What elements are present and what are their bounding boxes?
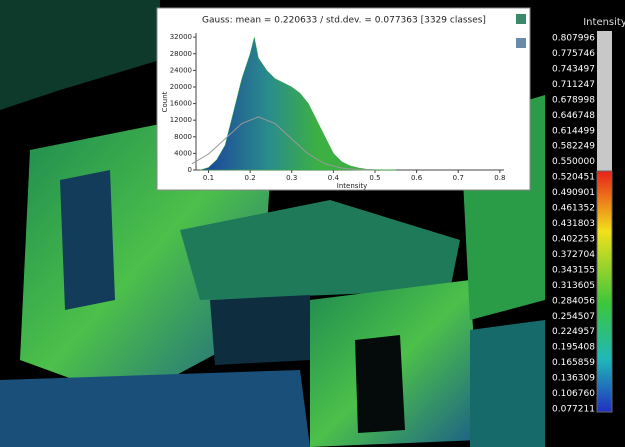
y-tick-label: 16000 — [170, 100, 192, 108]
x-tick-label: 0.5 — [369, 174, 380, 182]
x-tick-label: 0.4 — [328, 174, 340, 182]
x-tick-label: 0.7 — [453, 174, 464, 182]
scale-label: 0.077211 — [552, 405, 595, 415]
scale-label: 0.743497 — [552, 64, 595, 74]
x-tick-label: 0.8 — [494, 174, 505, 182]
settings-icon[interactable] — [516, 38, 526, 48]
scale-out-of-range — [597, 31, 612, 171]
scale-label: 0.431803 — [552, 219, 595, 229]
y-tick-label: 24000 — [170, 66, 192, 74]
scale-label: 0.106760 — [552, 389, 595, 399]
scale-label: 0.614499 — [552, 126, 595, 136]
chart-title: Gauss: mean = 0.220633 / std.dev. = 0.07… — [202, 16, 486, 26]
scale-label: 0.807996 — [552, 34, 595, 44]
export-icon[interactable] — [516, 14, 526, 24]
scale-label: 0.284056 — [552, 296, 595, 306]
scale-label: 0.372704 — [552, 250, 595, 260]
scale-label: 0.254507 — [552, 312, 595, 322]
x-tick-label: 0.6 — [411, 174, 423, 182]
scale-label: 0.136309 — [552, 374, 595, 384]
scale-label: 0.711247 — [552, 80, 595, 90]
scale-label: 0.165859 — [552, 358, 595, 368]
scale-label: 0.550000 — [552, 157, 595, 167]
scale-label: 0.490901 — [552, 188, 595, 198]
y-tick-label: 4000 — [174, 149, 192, 157]
scale-label: 0.520451 — [552, 173, 595, 183]
y-tick-label: 20000 — [170, 83, 192, 91]
scale-label: 0.343155 — [552, 265, 595, 275]
scale-label: 0.646748 — [552, 111, 595, 121]
scale-label: 0.678998 — [552, 95, 595, 105]
scale-label: 0.461352 — [552, 204, 595, 214]
viewport: Intensity Gauss: mean = 0.220633 / std.d… — [0, 0, 625, 447]
scale-label: 0.402253 — [552, 234, 595, 244]
y-tick-label: 0 — [188, 166, 192, 174]
page: Intensity Gauss: mean = 0.220633 / std.d… — [0, 0, 625, 447]
x-tick-label: 0.3 — [286, 174, 297, 182]
scale-label: 0.224957 — [552, 327, 595, 337]
scale-title: Intensity — [583, 17, 625, 28]
x-axis-label: Intensity — [337, 182, 367, 190]
y-tick-label: 8000 — [174, 133, 192, 141]
y-tick-label: 28000 — [170, 50, 192, 58]
scale-label: 0.313605 — [552, 281, 595, 291]
scale-label: 0.195408 — [552, 343, 595, 353]
y-tick-label: 12000 — [170, 116, 192, 124]
scale-label: 0.582249 — [552, 142, 595, 152]
y-tick-label: 32000 — [170, 33, 192, 41]
y-axis-label: Count — [161, 91, 169, 112]
x-tick-label: 0.2 — [245, 174, 256, 182]
x-tick-label: 0.1 — [203, 174, 214, 182]
scale-label: 0.775746 — [552, 49, 595, 59]
color-bar — [597, 171, 612, 412]
